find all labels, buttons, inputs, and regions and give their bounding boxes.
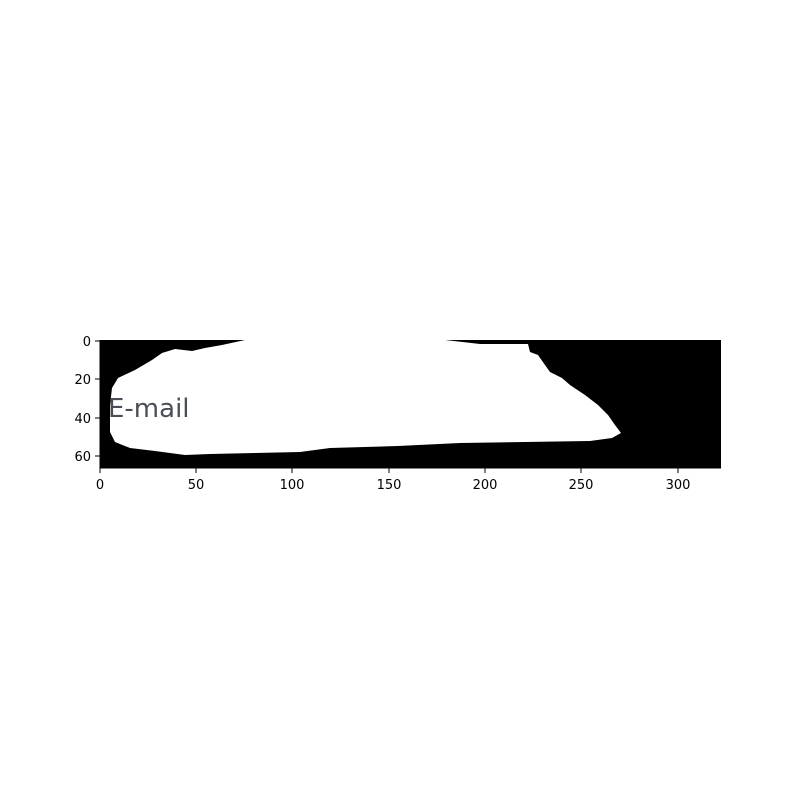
- y-tick-label: 0: [83, 335, 91, 350]
- x-axis-ticks: 0 50 100 150 200 250 300: [96, 468, 691, 493]
- x-tick-label: 200: [473, 478, 498, 493]
- y-tick-label: 20: [74, 373, 91, 388]
- x-tick-label: 300: [666, 478, 691, 493]
- mask-region: [110, 340, 621, 455]
- x-tick-label: 50: [188, 478, 205, 493]
- x-tick-label: 100: [280, 478, 305, 493]
- email-label: E-mail: [108, 394, 190, 424]
- y-tick-label: 40: [74, 412, 91, 427]
- y-tick-label: 60: [74, 450, 91, 465]
- y-axis-ticks: 0 20 40 60: [74, 335, 100, 465]
- x-tick-label: 0: [96, 478, 104, 493]
- x-tick-label: 150: [377, 478, 402, 493]
- x-tick-label: 250: [569, 478, 594, 493]
